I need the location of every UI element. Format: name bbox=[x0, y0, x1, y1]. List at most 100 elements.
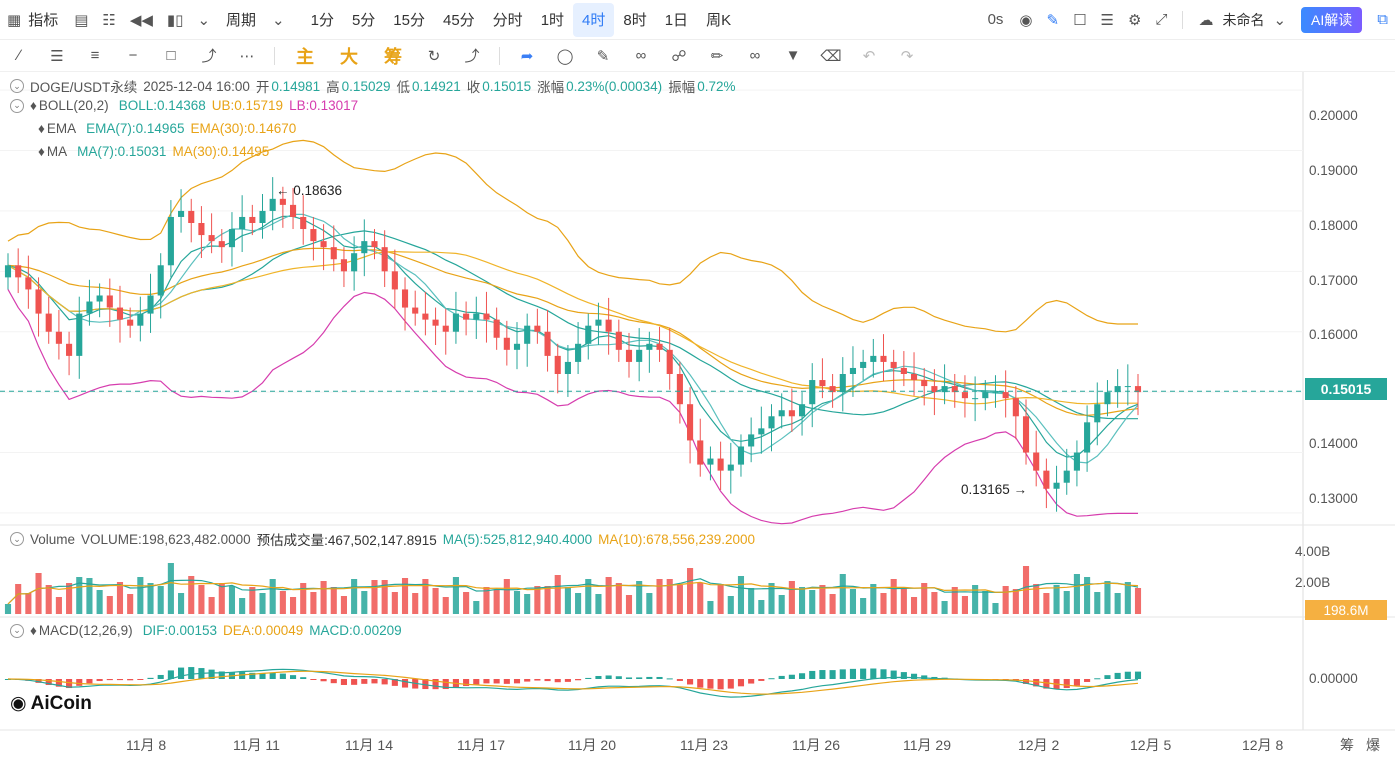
trash-icon[interactable]: ⌫ bbox=[820, 47, 842, 65]
layout-name-dropdown[interactable]: 未命名 bbox=[1222, 11, 1265, 28]
macd-histogram-bar bbox=[870, 668, 877, 679]
fullscreen-icon[interactable]: ⤢ bbox=[1155, 11, 1168, 28]
sync-icon[interactable]: ↻ bbox=[427, 47, 441, 65]
chevron-down-icon[interactable]: ⌄ bbox=[1273, 11, 1287, 29]
camera-icon[interactable]: ◉ bbox=[1019, 11, 1033, 29]
horizontal-line-icon[interactable]: − bbox=[128, 47, 138, 64]
trend-icon[interactable]: ⤴ bbox=[464, 48, 480, 65]
candle-body bbox=[1033, 452, 1040, 471]
cloud-check-icon: ☁ bbox=[1198, 11, 1214, 29]
bell-icon[interactable]: ♦ bbox=[30, 623, 37, 638]
lock-icon[interactable]: ☍ bbox=[671, 47, 687, 65]
volume-bar bbox=[412, 593, 419, 614]
volume-bar bbox=[15, 584, 22, 614]
period-15m[interactable]: 15分 bbox=[393, 12, 425, 29]
collapse-icon[interactable]: ⌄ bbox=[10, 79, 24, 93]
share-icon[interactable]: ⧉ bbox=[1377, 11, 1388, 28]
macd-histogram-bar bbox=[1094, 678, 1101, 680]
parallel-tool-icon[interactable]: ☰ bbox=[50, 47, 64, 65]
chevron-down-icon[interactable]: ⌄ bbox=[197, 11, 211, 29]
magnet-icon[interactable]: ∞ bbox=[635, 47, 647, 64]
filter-icon[interactable]: ▼ bbox=[785, 47, 801, 64]
macd-histogram-bar bbox=[585, 677, 592, 679]
amp-label: 振幅 bbox=[668, 80, 696, 95]
link-icon[interactable]: ∞ bbox=[749, 47, 761, 64]
macd-histogram-bar bbox=[921, 675, 928, 679]
ohlc-legend: ⌄ DOGE/USDT永续 2025-12-04 16:00 开 0.14981 … bbox=[10, 76, 741, 96]
cursor-icon[interactable]: ➦ bbox=[520, 47, 534, 65]
chip-button[interactable]: 筹 bbox=[384, 46, 402, 67]
ai-explain-button[interactable]: AI解读 bbox=[1301, 6, 1363, 33]
candle-body bbox=[910, 374, 918, 381]
volume-bar bbox=[1124, 582, 1131, 614]
settings-icon[interactable]: ⚙ bbox=[1128, 11, 1142, 29]
macd-histogram-bar bbox=[310, 679, 317, 680]
period-dropdown[interactable]: 周期 bbox=[226, 12, 257, 29]
volume-bar bbox=[717, 584, 724, 614]
macd-histogram-bar bbox=[534, 679, 541, 681]
brush-icon[interactable]: ✎ bbox=[596, 47, 610, 65]
redo-icon[interactable]: ↷ bbox=[900, 47, 914, 65]
indicator-button[interactable]: 指标 bbox=[28, 12, 59, 29]
macd-dif: DIF:0.00153 bbox=[142, 623, 217, 638]
edit-icon[interactable]: ✏ bbox=[710, 47, 724, 65]
period-1d[interactable]: 1日 bbox=[664, 12, 689, 29]
period-8h[interactable]: 8时 bbox=[623, 12, 647, 29]
candle-type-icon[interactable]: ▮▯ bbox=[166, 11, 184, 29]
volume-bar bbox=[391, 592, 398, 614]
comment-icon[interactable]: ☐ bbox=[1073, 11, 1087, 29]
ma30: MA(30):0.14495 bbox=[172, 144, 270, 159]
volume-bar bbox=[534, 586, 541, 614]
period-1m[interactable]: 1分 bbox=[310, 12, 334, 29]
macd-histogram-bar bbox=[86, 679, 93, 684]
candle-body bbox=[330, 247, 337, 260]
big-order-button[interactable]: 大 bbox=[340, 46, 358, 67]
candle-body bbox=[167, 216, 174, 266]
period-1w[interactable]: 周K bbox=[706, 12, 732, 29]
list-icon[interactable]: ☰ bbox=[1100, 11, 1114, 29]
bell-icon[interactable]: ♦ bbox=[38, 121, 45, 136]
volume-bar bbox=[259, 593, 266, 614]
rewind-icon[interactable]: ◀◀ bbox=[129, 11, 153, 29]
candle-body bbox=[351, 253, 358, 272]
liquidation-toggle[interactable]: 爆 bbox=[1366, 737, 1380, 753]
ruler-icon[interactable]: ◯ bbox=[556, 47, 574, 65]
indicator-icon[interactable]: ▦ bbox=[7, 11, 22, 29]
volume-bar bbox=[972, 585, 979, 614]
period-45m[interactable]: 45分 bbox=[442, 12, 475, 29]
macd-histogram-bar bbox=[116, 679, 124, 681]
bell-icon[interactable]: ♦ bbox=[30, 98, 37, 113]
period-5m[interactable]: 5分 bbox=[351, 12, 376, 29]
line-tool-icon[interactable]: ∕ bbox=[17, 47, 21, 64]
volume-bar bbox=[646, 593, 653, 614]
collapse-icon[interactable]: ⌄ bbox=[10, 98, 24, 113]
collapse-icon[interactable]: ⌄ bbox=[10, 623, 24, 638]
fib-tool-icon[interactable]: ⤴ bbox=[201, 48, 217, 65]
volume-bar bbox=[422, 579, 429, 614]
candle-body bbox=[1053, 482, 1060, 489]
collapse-icon[interactable]: ⌄ bbox=[10, 532, 24, 546]
period-4h[interactable]: 4时 bbox=[573, 2, 615, 37]
channel-tool-icon[interactable]: ≡ bbox=[90, 47, 100, 64]
undo-icon[interactable]: ↶ bbox=[862, 47, 876, 65]
main-force-button[interactable]: 主 bbox=[296, 46, 314, 67]
layout-icon[interactable]: ▤ bbox=[74, 11, 89, 29]
more-tools-icon[interactable]: ⋯ bbox=[239, 47, 255, 65]
grid-icon[interactable]: ☷ bbox=[102, 11, 116, 29]
pen-icon[interactable]: ✎ bbox=[1046, 11, 1060, 29]
chip-toggle[interactable]: 筹 bbox=[1340, 737, 1354, 753]
period-timeshare[interactable]: 分时 bbox=[492, 12, 523, 29]
volume-bar bbox=[910, 597, 918, 614]
low-value: 0.14921 bbox=[411, 78, 461, 94]
bell-icon[interactable]: ♦ bbox=[38, 144, 45, 159]
candle-body bbox=[422, 313, 429, 320]
period-1h[interactable]: 1时 bbox=[540, 12, 565, 29]
volume-bar bbox=[1063, 591, 1070, 614]
chevron-down-icon[interactable]: ⌄ bbox=[272, 11, 285, 29]
rectangle-tool-icon[interactable]: □ bbox=[166, 47, 176, 64]
volume-bar bbox=[493, 590, 500, 614]
volume-bar bbox=[116, 582, 124, 614]
macd-histogram-bar bbox=[758, 679, 765, 681]
macd-histogram-bar bbox=[890, 670, 897, 679]
